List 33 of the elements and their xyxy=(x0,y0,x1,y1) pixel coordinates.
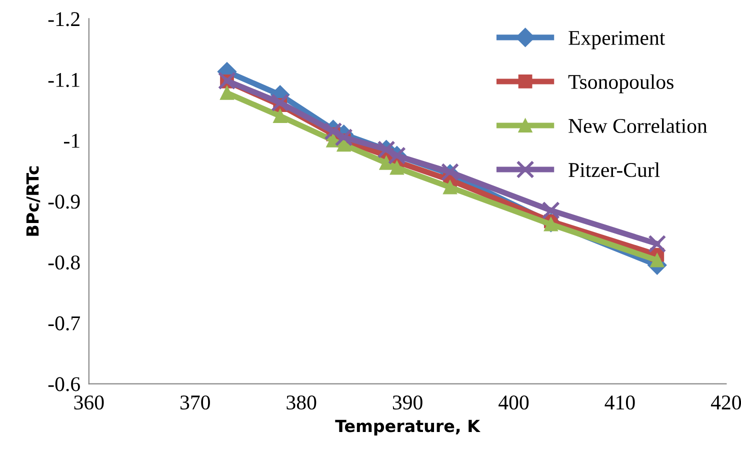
y-tick-label: -0.6 xyxy=(48,377,80,392)
y-tick-label: -0.8 xyxy=(48,255,80,270)
y-tick-label: -0.9 xyxy=(48,194,80,209)
y-tick-label: -0.7 xyxy=(48,316,80,330)
point xyxy=(542,201,560,220)
legend-label: Tsonopoulos xyxy=(568,74,674,94)
x-tick-label: 420 xyxy=(710,395,741,410)
point xyxy=(326,133,340,148)
x-tick-label: 390 xyxy=(392,395,422,410)
x-axis-title: Temperature, K xyxy=(335,420,481,436)
y-tick-label: -1.1 xyxy=(48,73,80,88)
point xyxy=(441,163,460,182)
point xyxy=(544,217,558,232)
x-tick-label: 360 xyxy=(74,395,104,410)
y-tick-label: -1 xyxy=(64,134,80,148)
legend-label: Experiment xyxy=(568,30,666,50)
point xyxy=(648,234,666,253)
point xyxy=(443,180,457,194)
x-tick-label: 410 xyxy=(604,395,635,410)
point xyxy=(220,86,234,100)
point xyxy=(650,253,664,268)
x-tick-label: 400 xyxy=(498,395,529,410)
legend-label: Pitzer-Curl xyxy=(568,162,660,178)
point xyxy=(334,128,353,146)
point xyxy=(390,160,404,175)
point xyxy=(273,109,288,124)
x-tick-label: 380 xyxy=(286,395,316,410)
y-tick-label: -1.2 xyxy=(48,12,80,26)
point xyxy=(271,94,290,112)
x-tick-label: 370 xyxy=(180,395,210,410)
y-axis-title: BPc/RTc xyxy=(26,166,40,236)
point xyxy=(379,156,394,170)
legend-label: New Correlation xyxy=(568,118,708,133)
